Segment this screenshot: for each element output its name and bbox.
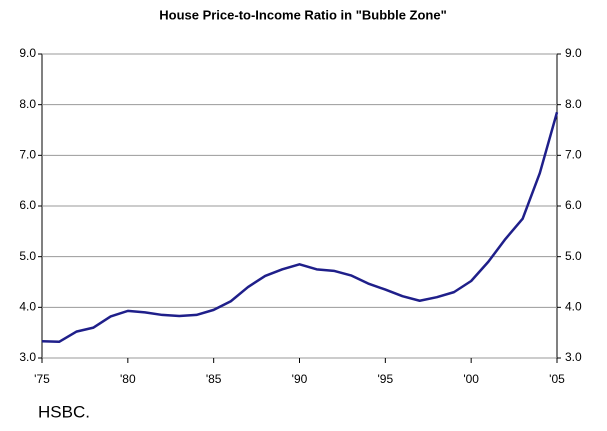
source: HSBC. <box>38 402 90 421</box>
x-tick-label: '05 <box>549 372 565 386</box>
y2-tick-label: 9.0 <box>565 46 582 60</box>
y2-tick-label: 3.0 <box>565 350 582 364</box>
y2-tick-label: 6.0 <box>565 198 582 212</box>
y-tick-label: 6.0 <box>19 198 36 212</box>
chart-title: House Price-to-Income Ratio in "Bubble Z… <box>159 7 447 22</box>
y2-tick-label: 8.0 <box>565 97 582 111</box>
y-tick-label: 9.0 <box>19 46 36 60</box>
data-line <box>41 111 559 344</box>
y-tick-label: 7.0 <box>19 148 36 162</box>
x-tick-label: '80 <box>120 372 136 386</box>
y-tick-label: 4.0 <box>19 300 36 314</box>
y-tick-label: 5.0 <box>19 249 36 263</box>
y2-tick-label: 7.0 <box>565 148 582 162</box>
x-tick-label: '90 <box>292 372 308 386</box>
x-tick-label: '85 <box>206 372 222 386</box>
y-tick-label: 8.0 <box>19 97 36 111</box>
y2-tick-label: 4.0 <box>565 300 582 314</box>
x-tick-label: '00 <box>463 372 479 386</box>
y-tick-label: 3.0 <box>19 350 36 364</box>
x-tick-label: '95 <box>378 372 394 386</box>
y2-tick-label: 5.0 <box>565 249 582 263</box>
x-tick-label: '75 <box>34 372 50 386</box>
